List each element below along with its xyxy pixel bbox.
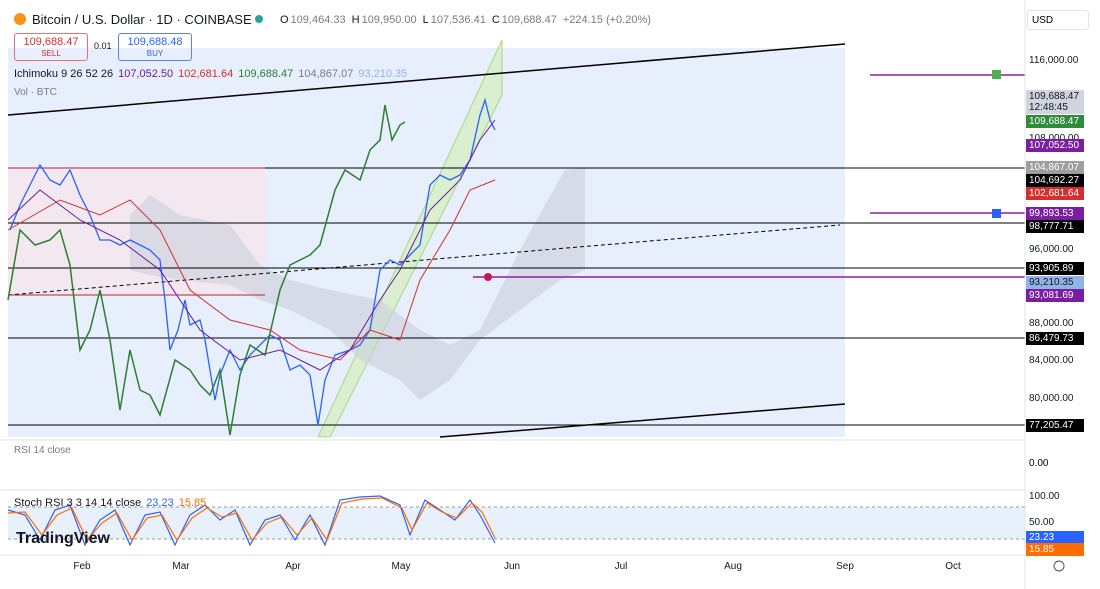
currency-select[interactable]: USD bbox=[1027, 10, 1089, 30]
buy-price: 109,688.48 bbox=[127, 36, 183, 48]
indicator-name: Ichimoku 9 26 52 26 bbox=[14, 68, 114, 80]
market-status bbox=[255, 15, 263, 23]
stoch-label: 23.23 bbox=[1026, 531, 1084, 544]
price-label: 84,000.00 bbox=[1029, 355, 1074, 366]
indicator-value: 109,688.47 bbox=[238, 68, 294, 80]
stoch-label: 100.00 bbox=[1029, 491, 1060, 502]
level-lines bbox=[8, 167, 1025, 426]
indicator-value: 15.85 bbox=[178, 497, 207, 509]
sell-label: SELL bbox=[41, 49, 61, 58]
trend-line bbox=[439, 403, 846, 438]
price-label: 104,867.07 bbox=[1026, 161, 1084, 174]
stoch-label: 15.85 bbox=[1026, 543, 1084, 556]
price-label: 12:48:45 bbox=[1026, 101, 1084, 114]
logo: TradingView bbox=[16, 530, 110, 547]
lagging-span bbox=[7, 104, 406, 436]
price-label: 93,081.69 bbox=[1026, 289, 1084, 302]
spread: 0.01 bbox=[94, 41, 112, 51]
time-label: Apr bbox=[285, 561, 301, 572]
ohlc-value: 109,688.47 bbox=[501, 14, 557, 26]
time-label: Jul bbox=[614, 561, 628, 572]
volume-legend: Vol · BTC bbox=[14, 87, 57, 98]
base-line bbox=[7, 179, 496, 361]
price-label: 102,681.64 bbox=[1026, 187, 1084, 200]
ichimoku-cloud bbox=[130, 168, 585, 400]
price-label: 96,000.00 bbox=[1029, 244, 1074, 255]
time-label: Jun bbox=[503, 561, 521, 572]
buy-label: BUY bbox=[146, 49, 164, 58]
indicator-value: 23.23 bbox=[146, 497, 174, 509]
time-label: Aug bbox=[724, 561, 742, 572]
buy-button[interactable]: 109,688.48 BUY bbox=[118, 33, 192, 61]
symbol-title: Bitcoin / U.S. Dollar · 1D · COINBASE bbox=[32, 12, 252, 27]
ohlc-value: 109,464.33 bbox=[290, 14, 346, 26]
indicator-value: 102,681.64 bbox=[178, 68, 234, 80]
ohlc-key: L bbox=[422, 14, 429, 26]
stoch-label: 50.00 bbox=[1029, 517, 1055, 528]
price-label: 107,052.50 bbox=[1026, 139, 1084, 152]
ohlc-key: C bbox=[491, 14, 500, 26]
ohlc-key: H bbox=[351, 14, 360, 26]
indicator-value: 104,867.07 bbox=[298, 68, 354, 80]
ohlc-change: +224.15 (+0.20%) bbox=[562, 14, 651, 26]
stoch-d bbox=[7, 497, 496, 542]
rsi-legend: RSI 14 close bbox=[14, 445, 71, 456]
price-label: 80,000.00 bbox=[1029, 393, 1074, 404]
settings-icon[interactable] bbox=[1053, 560, 1065, 572]
time-label: Sep bbox=[836, 561, 854, 572]
dashed-line bbox=[7, 224, 841, 296]
trend-line bbox=[7, 43, 846, 116]
price-label: 88,000.00 bbox=[1029, 318, 1074, 329]
ohlc-key: O bbox=[280, 14, 289, 26]
price-line bbox=[9, 97, 496, 426]
range-lines bbox=[8, 167, 265, 296]
stoch-band bbox=[8, 507, 1025, 539]
price-label: 98,777.71 bbox=[1026, 220, 1084, 233]
indicator-value: 107,052.50 bbox=[118, 68, 174, 80]
rsi-label: 0.00 bbox=[1029, 458, 1049, 469]
time-label: Oct bbox=[945, 561, 961, 572]
indicator-value: 93,210.35 bbox=[358, 68, 408, 80]
price-label: 86,479.73 bbox=[1026, 332, 1084, 345]
sell-price: 109,688.47 bbox=[23, 36, 79, 48]
time-label: May bbox=[391, 561, 411, 572]
order-icon bbox=[992, 209, 1001, 218]
price-label: 108,000.00 bbox=[1026, 132, 1084, 145]
time-label: Feb bbox=[73, 561, 91, 572]
price-label: 77,205.47 bbox=[1026, 419, 1084, 432]
sell-button[interactable]: 109,688.47 SELL bbox=[14, 33, 88, 61]
coin-icon bbox=[14, 13, 26, 25]
price-label: 109,688.47 bbox=[1026, 115, 1084, 128]
price-label: 116,000.00 bbox=[1029, 55, 1079, 66]
ohlc: O 109,464.33 H 109,950.00 L 107,536.41 C 109,68… bbox=[280, 14, 651, 26]
price-label: 99,893.53 bbox=[1026, 207, 1084, 220]
price-label: 93,210.35 bbox=[1026, 276, 1084, 289]
ichimoku-legend: Ichimoku 9 26 52 26 107,052.50 102,681.64 1… bbox=[14, 68, 407, 80]
conversion-line bbox=[7, 119, 496, 371]
price-label: 109,688.47 bbox=[1026, 90, 1084, 103]
stoch-legend: Stoch RSI 3 3 14 14 close 23.23 15.85 bbox=[14, 497, 206, 509]
ohlc-value: 109,950.00 bbox=[361, 14, 417, 26]
indicator-name: Stoch RSI 3 3 14 14 close bbox=[14, 497, 142, 509]
alert-marker bbox=[484, 273, 492, 281]
time-label: Mar bbox=[172, 561, 190, 572]
check-icon bbox=[992, 70, 1001, 79]
price-label: 104,692.27 bbox=[1026, 174, 1084, 187]
ohlc-value: 107,536.41 bbox=[430, 14, 486, 26]
price-label: 93,905.89 bbox=[1026, 262, 1084, 275]
